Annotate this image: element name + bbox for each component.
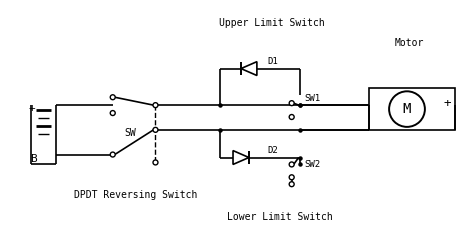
Text: SW1: SW1: [305, 94, 321, 103]
Text: +: +: [443, 97, 450, 110]
Bar: [369, 88, 455, 130]
Circle shape: [289, 114, 294, 120]
Text: B: B: [30, 154, 37, 164]
Text: SW2: SW2: [305, 160, 321, 169]
Text: DPDT Reversing Switch: DPDT Reversing Switch: [74, 190, 197, 200]
Circle shape: [289, 182, 294, 187]
Text: D1: D1: [268, 57, 279, 66]
Text: SW: SW: [125, 128, 137, 138]
Text: Lower Limit Switch: Lower Limit Switch: [227, 212, 333, 222]
Circle shape: [153, 103, 158, 108]
Circle shape: [153, 127, 158, 132]
Circle shape: [110, 95, 115, 100]
Circle shape: [153, 160, 158, 165]
Circle shape: [389, 91, 425, 127]
Text: M: M: [403, 102, 411, 116]
Text: +: +: [28, 103, 35, 113]
Circle shape: [110, 152, 115, 157]
Circle shape: [110, 111, 115, 116]
Text: Upper Limit Switch: Upper Limit Switch: [219, 18, 325, 28]
Text: Motor: Motor: [394, 38, 424, 48]
Polygon shape: [233, 151, 249, 165]
Polygon shape: [241, 62, 257, 76]
Circle shape: [289, 101, 294, 106]
Circle shape: [289, 162, 294, 167]
Text: D2: D2: [268, 146, 279, 155]
Circle shape: [289, 175, 294, 180]
